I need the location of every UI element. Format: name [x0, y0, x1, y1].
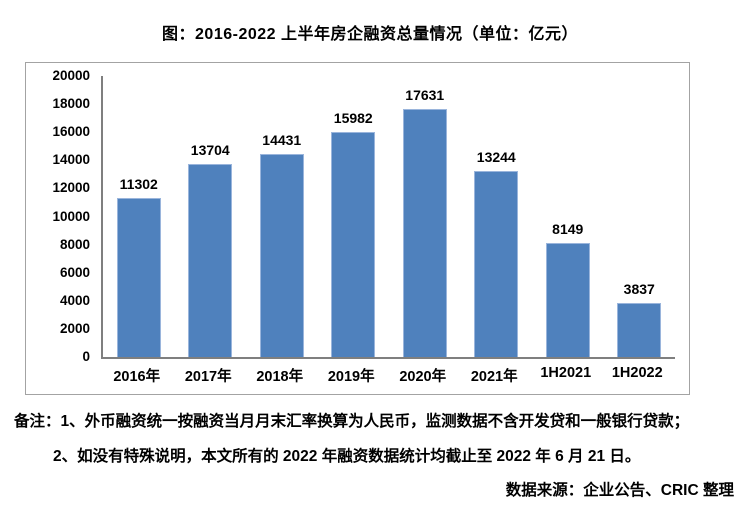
- y-axis-tick-label: 2000: [59, 320, 90, 336]
- y-axis-tick-label: 16000: [52, 124, 90, 140]
- x-axis-category-label: 2019年: [327, 369, 375, 385]
- bar-value-label: 13244: [476, 149, 516, 165]
- bar-value-label: 3837: [623, 281, 655, 297]
- x-axis-category-label: 1H2022: [611, 365, 663, 381]
- chart-title: 图：2016-2022 上半年房企融资总量情况（单位：亿元）: [162, 26, 578, 43]
- footnote-line-1: 备注：1、外币融资统一按融资当月月末汇率换算为人民币，监测数据不含开发贷和一般银…: [14, 413, 690, 430]
- x-axis-category-label: 2017年: [184, 369, 232, 385]
- bar: [259, 154, 304, 357]
- x-axis-category-label: 1H2021: [540, 365, 592, 381]
- bar: [402, 109, 447, 357]
- bar-value-label: 14431: [262, 132, 302, 148]
- plot-area: 11302 13704 14431 15982 17631 13244 8149 3837: [101, 76, 675, 359]
- bar-value-label: 11302: [119, 176, 158, 192]
- y-axis-tick-label: 8000: [59, 236, 90, 252]
- x-axis-category-label: 2021年: [470, 369, 518, 385]
- bar: [188, 164, 233, 357]
- y-axis-tick-label: 12000: [52, 180, 90, 196]
- bar: [331, 132, 376, 357]
- y-axis-tick-label: 14000: [52, 152, 90, 168]
- y-axis-tick-label: 0: [82, 349, 90, 364]
- data-source-credit: 数据来源：企业公告、CRIC 整理: [505, 482, 734, 499]
- bar: [545, 243, 590, 357]
- bar: [617, 303, 662, 357]
- x-axis-category-label: 2018年: [256, 369, 304, 385]
- chart-frame: 0 2000 4000 6000 8000 10000 12000 14000 16000 180…: [25, 62, 690, 395]
- x-axis-category-label: 2016年: [113, 369, 161, 385]
- y-axis-tick-label: 6000: [59, 264, 90, 280]
- y-axis-tick-label: 4000: [59, 292, 90, 308]
- bar-value-label: 17631: [405, 87, 445, 103]
- y-axis-tick-label: 18000: [52, 96, 90, 112]
- footnote-line-2: 2、如没有特殊说明，本文所有的 2022 年融资数据统计均截止至 2022 年 …: [53, 448, 641, 465]
- bar: [474, 171, 519, 357]
- y-axis-tick-label: 10000: [52, 208, 90, 224]
- bar-value-label: 8149: [552, 221, 584, 237]
- bar-value-label: 13704: [190, 142, 230, 158]
- bar: [116, 198, 161, 357]
- y-axis-tick-label: 20000: [52, 68, 90, 83]
- bar-value-label: 15982: [333, 110, 373, 126]
- x-axis-category-label: 2020年: [399, 369, 447, 385]
